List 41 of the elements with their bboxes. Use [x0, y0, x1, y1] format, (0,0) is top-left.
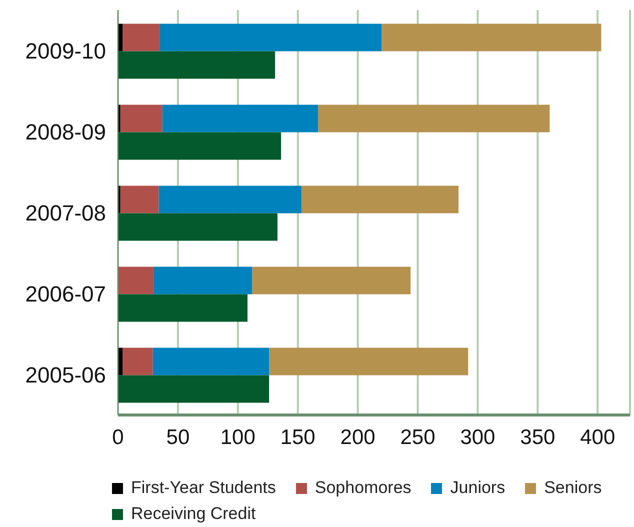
legend-label: Receiving Credit — [130, 503, 256, 525]
bar — [160, 24, 382, 52]
bar — [118, 294, 248, 322]
x-tick-label: 350 — [520, 426, 556, 449]
bar — [120, 104, 162, 132]
bar — [118, 24, 123, 52]
bar — [252, 266, 411, 294]
bar — [122, 24, 160, 52]
bar — [118, 348, 123, 376]
bar — [118, 266, 154, 294]
y-tick-label: 2006-07 — [25, 281, 106, 306]
bar — [301, 186, 459, 214]
x-tick-label: 150 — [280, 426, 316, 449]
bar — [118, 132, 282, 160]
bar — [154, 266, 252, 294]
y-tick-label: 2009-10 — [25, 38, 106, 64]
x-tick-label: 400 — [580, 426, 616, 449]
bar — [118, 51, 276, 79]
x-tick-label: 100 — [220, 426, 256, 449]
bar — [152, 348, 270, 376]
x-tick-label: 0 — [112, 426, 124, 449]
bar — [382, 24, 602, 52]
y-tick-label: 2008-09 — [25, 119, 106, 144]
x-tick-label: 300 — [460, 426, 496, 449]
legend-label: First-Year Students — [130, 477, 276, 499]
legend-label: Sophomores — [314, 477, 412, 499]
x-tick-label: 200 — [340, 426, 376, 449]
bar — [269, 348, 468, 376]
x-tick-label: 50 — [166, 426, 190, 449]
y-tick-label: 2007-08 — [25, 200, 106, 226]
legend-label: Juniors — [449, 477, 506, 499]
bar — [118, 213, 278, 241]
bar — [318, 104, 550, 132]
bar — [122, 348, 153, 376]
bar — [162, 104, 318, 132]
legend-label: Seniors — [543, 477, 602, 499]
y-tick-label: 2005-06 — [25, 362, 106, 388]
x-tick-label: 250 — [400, 426, 436, 449]
bar — [118, 375, 270, 403]
bar — [158, 186, 302, 214]
bar — [120, 186, 159, 214]
